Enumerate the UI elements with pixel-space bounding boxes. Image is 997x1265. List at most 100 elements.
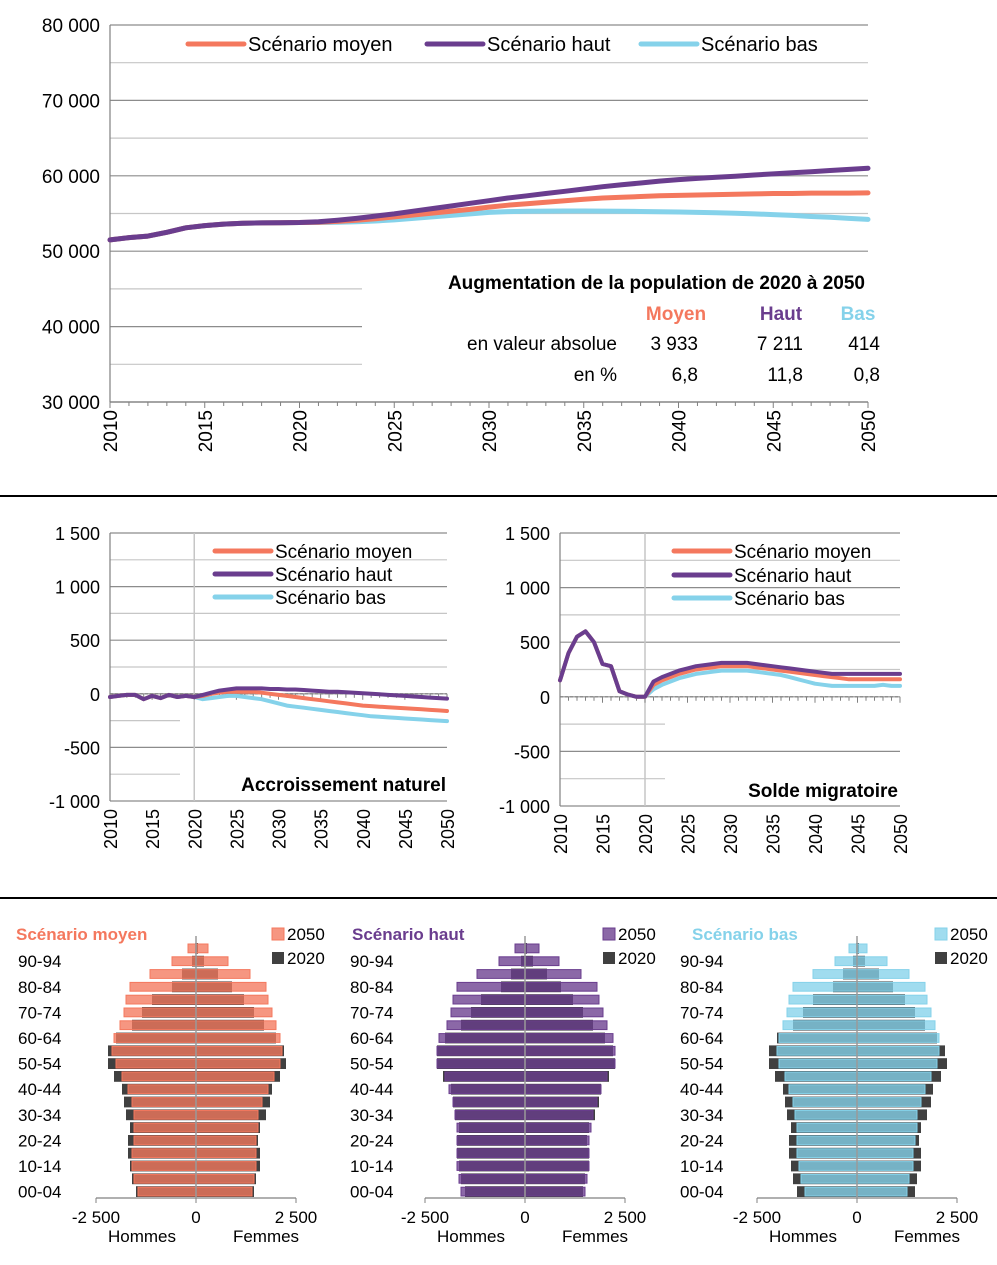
x-tick-label: 2010 (101, 410, 122, 452)
age-label: 30-34 (350, 1106, 393, 1125)
bar-2050-women (856, 1097, 922, 1107)
bar-2050-women (524, 956, 560, 967)
x-label-women: Femmes (562, 1227, 628, 1246)
bar-2050-women (856, 1045, 940, 1056)
y-tick-label: 1 500 (55, 524, 100, 544)
age-label: 90-94 (18, 952, 61, 971)
bar-2050-women (195, 956, 229, 967)
y-tick-label: 1 000 (55, 578, 100, 598)
bar-2050-women (524, 994, 600, 1005)
bar-2050-women (524, 1097, 598, 1107)
table-header: Bas (841, 304, 876, 325)
legend-label-moyen: Scénario moyen (275, 542, 412, 563)
bar-2050-women (524, 981, 598, 992)
table-cell: 6,8 (672, 365, 698, 386)
bar-2050-women (856, 1186, 908, 1197)
x-tick-label: 2020 (291, 410, 312, 452)
x-tick-label: 2020 (185, 809, 205, 849)
bar-2050-men (476, 969, 526, 979)
x-tick-label: 2010 (101, 809, 121, 849)
x-tick-label: 2025 (227, 809, 247, 849)
x-tick-label: 2035 (312, 809, 332, 849)
x-tick-label: 2045 (764, 410, 785, 452)
legend-swatch-2050 (271, 927, 285, 941)
age-label: 60-64 (18, 1029, 61, 1048)
age-label: 90-94 (350, 952, 393, 971)
x-tick-label: 2010 (551, 814, 571, 854)
bar-2050-women (856, 1058, 938, 1069)
bar-2050-men (113, 1033, 197, 1043)
x-tick-label: 2040 (806, 814, 826, 854)
bar-2050-women (524, 1045, 616, 1056)
bar-2050-men (149, 969, 197, 979)
x-tick-label: 2050 (891, 814, 911, 854)
bar-2050-men (796, 1148, 858, 1159)
bar-2050-women (524, 1122, 592, 1133)
x-label-men: Hommes (108, 1227, 176, 1246)
bar-2050-women (195, 1135, 257, 1146)
bar-2050-men (171, 956, 197, 967)
legend-swatch-2020 (935, 952, 947, 964)
y-tick-label: 70 000 (42, 91, 100, 112)
bar-2050-women (524, 1161, 590, 1171)
bar-2050-women (195, 1058, 281, 1069)
bar-2050-men (798, 1161, 858, 1171)
x-tick-label: 2050 (859, 410, 880, 452)
series-line-haut (107, 165, 871, 243)
bar-2050-women (524, 1084, 602, 1095)
bar-2050-men (131, 1161, 197, 1171)
bar-2050-men (450, 1007, 526, 1018)
x-tick-label: 2 500 (275, 1208, 318, 1227)
bar-2050-women (524, 1148, 590, 1159)
x-label-women: Femmes (233, 1227, 299, 1246)
series-line-haut (108, 686, 449, 702)
bar-2050-men (786, 1007, 858, 1018)
x-tick-label: 2030 (270, 809, 290, 849)
age-label: 00-04 (350, 1183, 393, 1202)
age-label: 20-24 (350, 1131, 393, 1150)
series-line-haut (558, 629, 902, 699)
age-label: 90-94 (680, 952, 723, 971)
bar-2050-men (436, 1058, 526, 1069)
bar-2050-women (195, 1045, 283, 1056)
y-tick-label: 500 (70, 631, 100, 651)
y-tick-label: -500 (64, 738, 100, 758)
age-label: 00-04 (18, 1183, 61, 1202)
bar-2050-men (458, 1173, 526, 1184)
bar-2050-men (460, 1186, 526, 1197)
bar-2050-men (778, 1058, 858, 1069)
bar-2050-women (856, 1173, 910, 1184)
bar-2050-women (195, 1084, 269, 1095)
bar-2050-men (137, 1186, 197, 1197)
bar-2050-men (452, 994, 526, 1005)
bar-2050-men (456, 1161, 526, 1171)
x-tick-label: 0 (191, 1208, 200, 1227)
bar-2050-women (856, 969, 910, 979)
bar-2050-women (524, 1020, 608, 1031)
x-tick-label: 2035 (575, 410, 596, 452)
y-tick-label: 80 000 (42, 16, 100, 37)
bar-2050-women (195, 1071, 275, 1082)
table-header: Moyen (646, 304, 706, 325)
y-tick-label: -1 000 (499, 797, 550, 817)
bar-2050-men (834, 956, 858, 967)
legend-label-2020: 2020 (950, 949, 988, 968)
bar-2050-men (436, 1045, 526, 1056)
age-label: 10-14 (18, 1157, 61, 1176)
bar-2050-men (796, 1135, 858, 1146)
bar-2050-women (524, 1058, 616, 1069)
bar-2050-women (524, 1033, 614, 1043)
bar-2050-men (115, 1058, 197, 1069)
bar-2050-men (438, 1033, 526, 1043)
bar-2050-men (133, 1173, 197, 1184)
bar-2050-men (444, 1071, 526, 1082)
bar-2050-women (195, 1186, 253, 1197)
age-label: 70-74 (680, 1003, 723, 1022)
x-tick-label: 0 (520, 1208, 529, 1227)
bar-2050-women (524, 1071, 608, 1082)
y-tick-label: 30 000 (42, 393, 100, 414)
chart-solde: -1 000 -500 0 500 1 000 1 500 2010 2015 2020 2025… (499, 524, 911, 854)
age-label: 50-54 (350, 1055, 393, 1074)
bar-2050-men (848, 943, 858, 954)
age-label: 10-14 (680, 1157, 723, 1176)
